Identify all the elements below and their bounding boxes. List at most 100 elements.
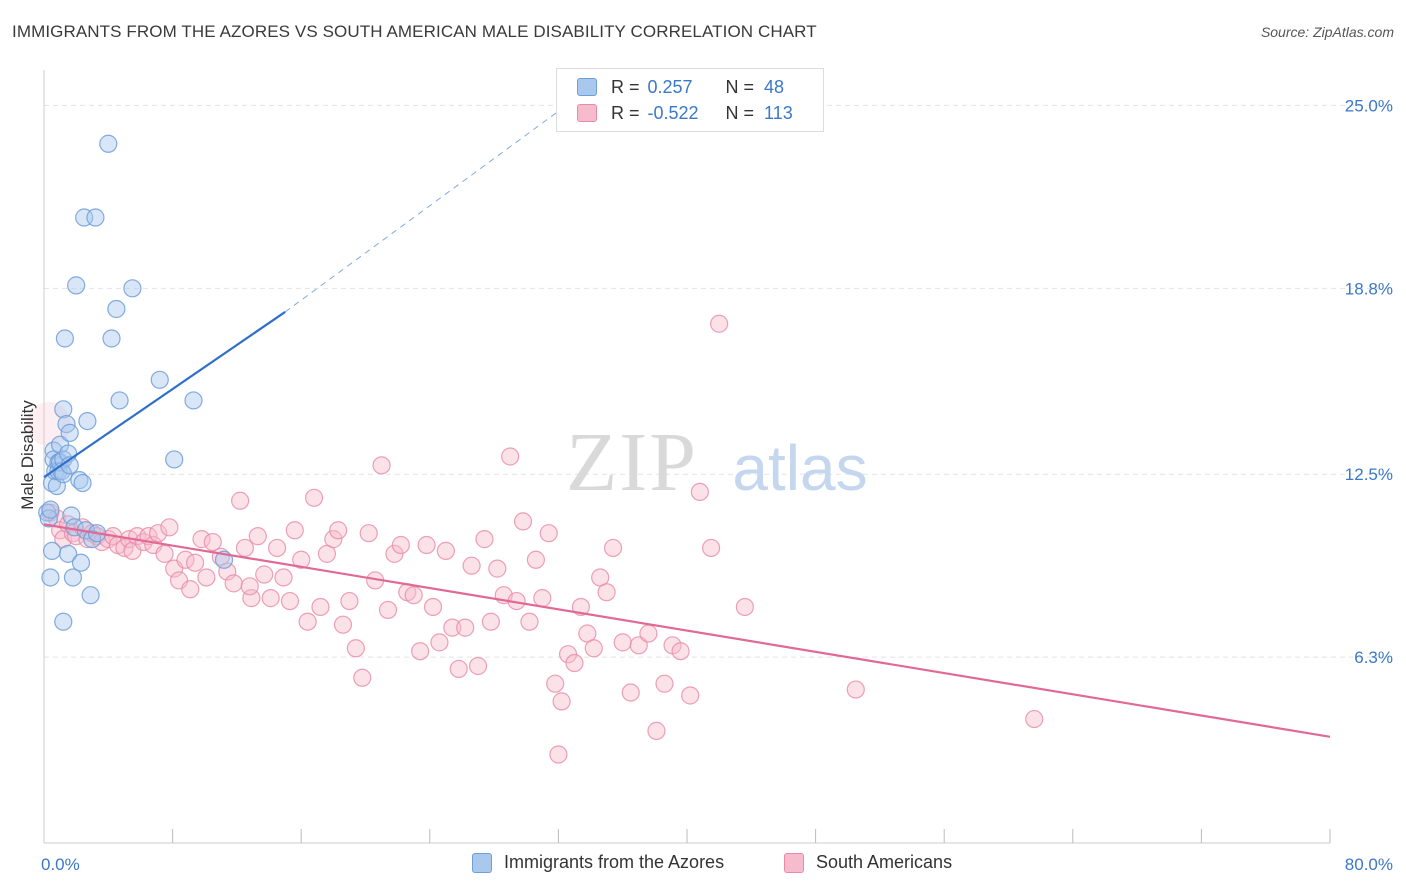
azores-point — [78, 411, 97, 431]
south-americans-point — [501, 447, 520, 466]
south-americans-point — [456, 618, 475, 637]
azores-point — [150, 370, 169, 389]
south-americans-point — [846, 680, 865, 699]
azores-point — [71, 553, 91, 572]
south-americans-point — [292, 550, 311, 569]
azores-point — [81, 586, 100, 605]
south-americans-point — [218, 562, 237, 581]
south-americans-point — [603, 538, 623, 558]
south-americans-point — [155, 544, 174, 563]
azores-point — [123, 279, 142, 298]
south-americans-point — [449, 659, 468, 679]
south-americans-point — [423, 597, 443, 617]
trend-lines — [43, 99, 1331, 738]
azores-point — [73, 473, 92, 493]
azores-point — [60, 423, 79, 442]
south-americans-point — [255, 565, 274, 584]
r-label: R = — [611, 76, 640, 97]
south-americans-point — [584, 639, 603, 658]
azores-point — [47, 476, 66, 496]
south-americans-point — [231, 491, 250, 510]
south-americans-point — [462, 556, 481, 575]
south-americans-point — [520, 612, 539, 631]
south-americans-point — [549, 745, 568, 764]
south-americans-point — [333, 615, 353, 634]
y-tick-label: 6.3% — [1354, 648, 1393, 667]
south-americans-cluster — [26, 402, 71, 447]
y-axis-label: Male Disability — [18, 400, 37, 510]
n-label: N = — [725, 102, 755, 123]
south-americans-point — [571, 597, 591, 617]
south-americans-point — [481, 612, 500, 631]
south-americans-point — [149, 524, 168, 543]
south-americans-point — [346, 639, 365, 658]
x-tick-label: 0.0% — [41, 855, 80, 874]
south-americans-point — [671, 642, 690, 661]
south-americans-point — [690, 482, 709, 502]
legend-item-azores[interactable]: Immigrants from the Azores — [472, 852, 724, 873]
grid-lines — [44, 104, 1390, 658]
azores-point — [83, 530, 102, 549]
south-americans-point — [513, 512, 533, 531]
south-americans-point — [613, 633, 632, 652]
legend-swatch-south-americans — [577, 104, 597, 122]
south-americans-point — [539, 524, 558, 543]
south-americans-point — [359, 524, 378, 543]
watermark-zip: ZIP — [566, 416, 698, 509]
azores-point — [63, 568, 83, 587]
azores-point — [54, 400, 73, 419]
legend-swatch-azores — [577, 78, 597, 96]
legend-item-south-americans[interactable]: South Americans — [784, 852, 952, 873]
south-americans-point — [411, 642, 430, 661]
azores-point — [184, 391, 203, 410]
south-americans-point — [274, 568, 293, 587]
azores-point — [86, 208, 105, 227]
azores-point — [62, 506, 81, 525]
south-americans-point — [353, 668, 372, 687]
south-americans-point — [324, 530, 343, 549]
south-americans-point — [647, 721, 666, 740]
azores-point — [165, 450, 184, 469]
south-americans-point — [488, 559, 507, 578]
south-americans-point — [597, 583, 616, 602]
south-americans-point — [203, 532, 222, 552]
south-americans-point — [621, 683, 640, 702]
azores-point — [59, 544, 78, 563]
r-label: R = — [611, 102, 640, 123]
south-americans-point — [160, 518, 179, 537]
legend-swatch-azores — [472, 852, 492, 873]
y-tick-label: 18.8% — [1345, 279, 1393, 298]
legend-label-azores: Immigrants from the Azores — [504, 852, 725, 872]
south-americans-point — [681, 686, 700, 705]
n-value-azores: 48 — [764, 76, 785, 97]
south-americans-point — [475, 530, 494, 549]
south-americans-point — [526, 550, 545, 569]
correlation-legend: R = 0.257 N = 48 R = -0.522 N = 113 — [556, 68, 824, 132]
south-americans-point — [702, 538, 721, 558]
watermark: ZIP atlas — [566, 416, 868, 509]
south-americans-point — [710, 314, 729, 333]
azores-point — [54, 612, 73, 631]
south-americans-point — [240, 577, 259, 596]
azores-points — [38, 134, 234, 631]
azores-point — [99, 134, 118, 153]
south-americans-point — [280, 591, 300, 611]
south-americans-point — [311, 597, 330, 617]
azores-point — [55, 329, 74, 348]
south-americans-point — [298, 612, 317, 631]
south-americans-point — [468, 656, 488, 676]
series-legend: Immigrants from the Azores South America… — [0, 850, 1406, 878]
south-americans-point — [430, 633, 449, 652]
south-americans-point — [639, 624, 658, 643]
azores-point — [102, 329, 121, 348]
south-americans-point — [443, 618, 462, 637]
legend-label-south-americans: South Americans — [816, 852, 953, 872]
axes — [43, 70, 1331, 844]
south-americans-point — [304, 488, 324, 507]
y-tick-label: 25.0% — [1345, 96, 1393, 115]
azores-point — [42, 541, 62, 561]
south-americans-points — [26, 314, 1044, 764]
south-americans-point — [1025, 709, 1044, 729]
south-americans-point — [248, 527, 267, 546]
south-americans-point — [267, 538, 287, 558]
